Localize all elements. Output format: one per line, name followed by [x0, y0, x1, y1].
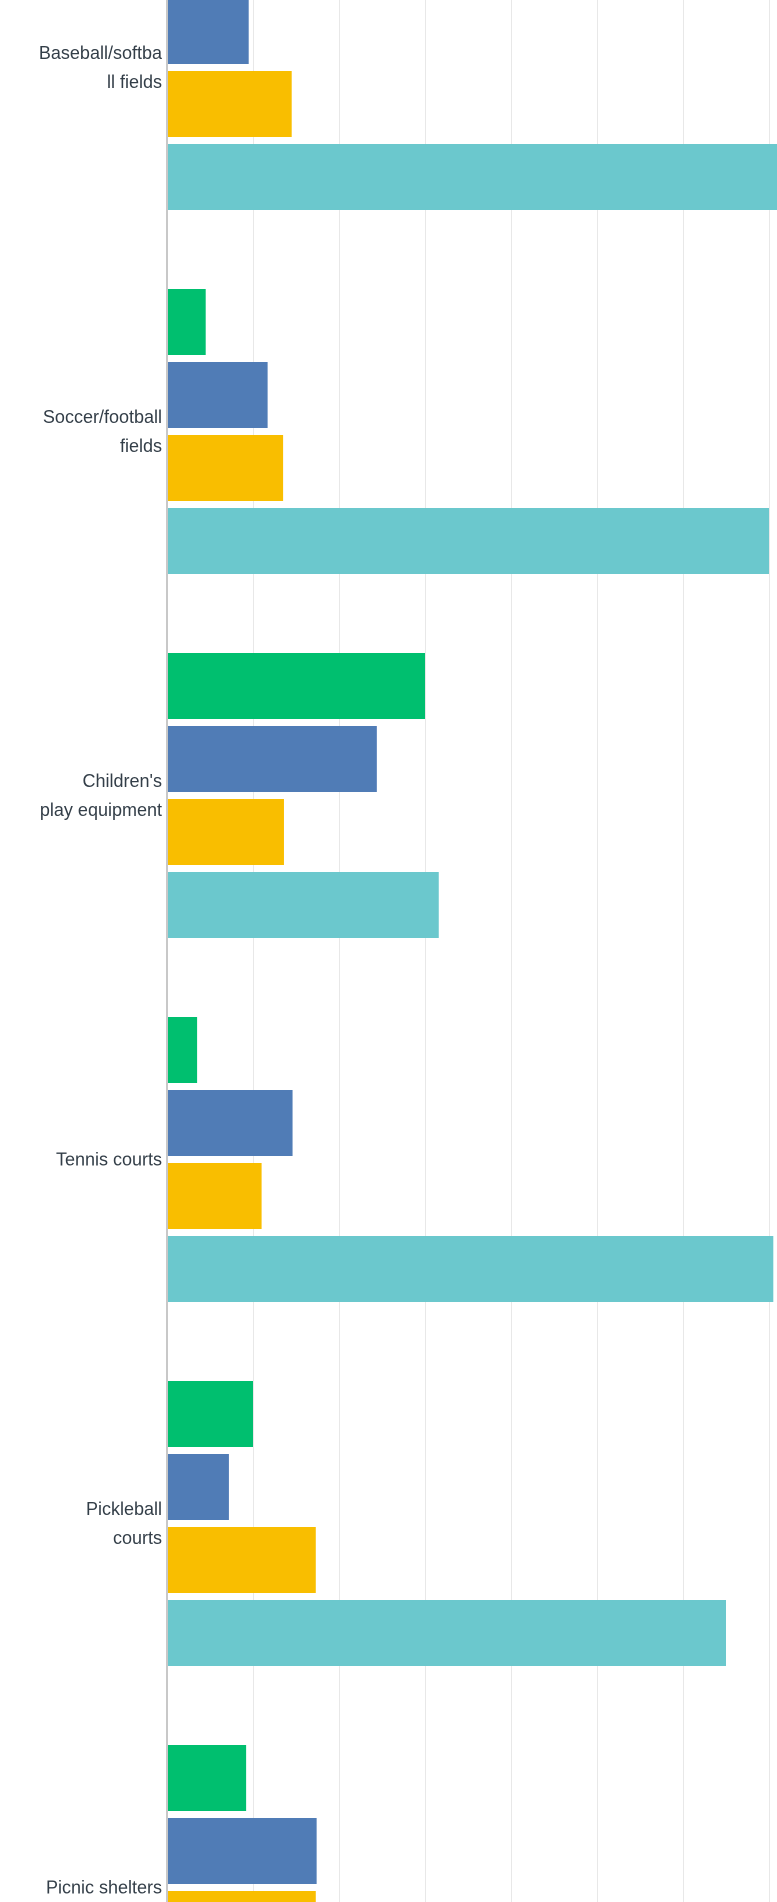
bar-3-series-3: [167, 1236, 774, 1302]
category-label-3-line-0: Tennis courts: [56, 1150, 162, 1170]
bar-5-series-0: [167, 1745, 247, 1811]
bar-0-series-1: [167, 0, 249, 64]
bar-1-series-1: [167, 362, 268, 428]
bar-2-series-2: [167, 799, 284, 865]
bar-2-series-0: [167, 653, 425, 719]
bar-1-series-0: [167, 289, 206, 355]
category-label-1: Soccer/football fields: [43, 407, 162, 456]
bar-0-series-3: [167, 144, 777, 210]
bar-4-series-2: [167, 1527, 316, 1593]
bar-3-series-0: [167, 1017, 198, 1083]
bar-4-series-1: [167, 1454, 229, 1520]
category-label-0-line-0: Baseball/softba: [39, 43, 163, 63]
category-label-1-line-1: fields: [120, 436, 162, 456]
category-label-5-line-0: Picnic shelters: [46, 1878, 162, 1898]
bar-2-series-3: [167, 872, 439, 938]
gridlines: [253, 0, 770, 1902]
bar-3-series-2: [167, 1163, 262, 1229]
category-label-4-line-1: courts: [113, 1528, 162, 1548]
category-label-5: Picnic shelters: [46, 1878, 162, 1898]
category-label-4-line-0: Pickleball: [86, 1499, 162, 1519]
category-label-1-line-0: Soccer/football: [43, 407, 162, 427]
category-label-0: Baseball/softba ll fields: [39, 43, 163, 92]
category-label-4: Pickleball courts: [86, 1499, 162, 1548]
bar-2-series-1: [167, 726, 377, 792]
bar-1-series-3: [167, 508, 769, 574]
bar-0-series-2: [167, 71, 292, 137]
category-label-2-line-0: Children's: [83, 771, 162, 791]
bar-3-series-1: [167, 1090, 293, 1156]
category-labels: Baseball/softba ll fields Soccer/football f…: [39, 43, 163, 1898]
category-label-0-line-1: ll fields: [107, 72, 162, 92]
category-label-3: Tennis courts: [56, 1150, 162, 1170]
category-label-2: Children's play equipment: [40, 771, 162, 820]
bar-5-series-2: [167, 1891, 316, 1902]
bar-4-series-0: [167, 1381, 253, 1447]
category-label-2-line-1: play equipment: [40, 800, 162, 820]
bar-4-series-3: [167, 1600, 726, 1666]
bars: [167, 0, 777, 1902]
bar-1-series-2: [167, 435, 284, 501]
bar-5-series-1: [167, 1818, 317, 1884]
